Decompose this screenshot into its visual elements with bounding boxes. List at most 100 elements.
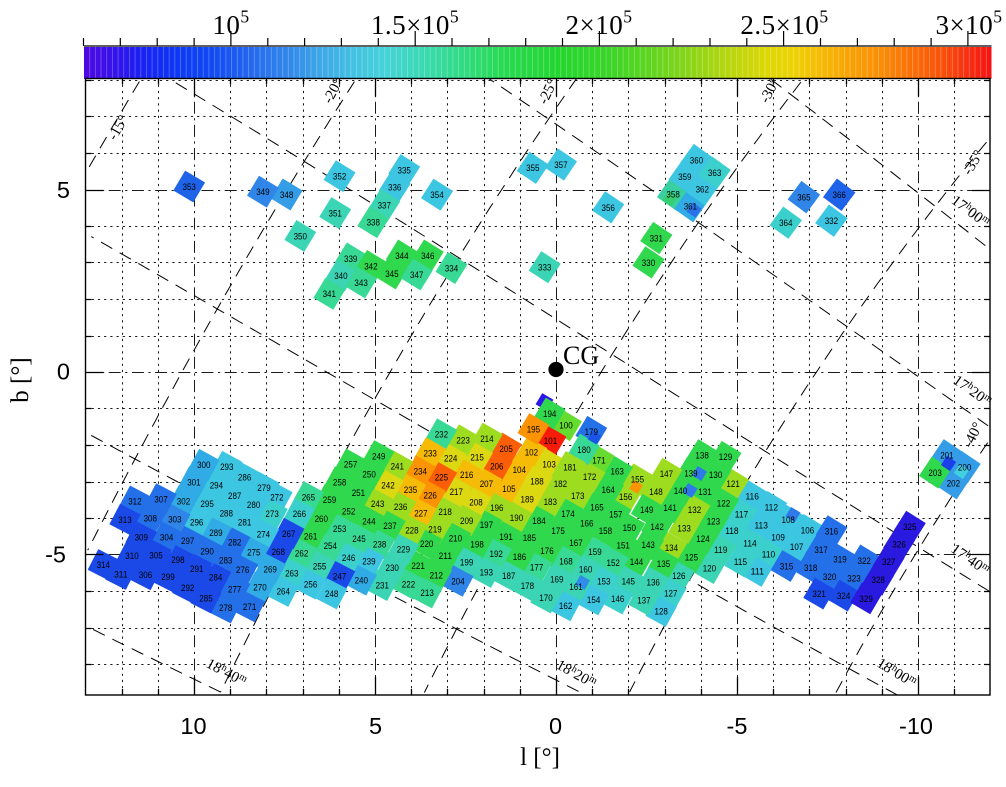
svg-text:290: 290 [200, 546, 213, 557]
svg-text:127: 127 [664, 588, 677, 599]
svg-text:299: 299 [161, 572, 174, 583]
svg-text:249: 249 [372, 451, 385, 462]
svg-text:345: 345 [385, 269, 398, 280]
svg-text:251: 251 [352, 488, 365, 499]
svg-text:281: 281 [238, 518, 251, 529]
svg-text:163: 163 [611, 467, 624, 478]
svg-text:119: 119 [714, 545, 727, 556]
svg-text:128: 128 [655, 607, 668, 618]
svg-text:209: 209 [460, 516, 473, 527]
svg-text:336: 336 [388, 182, 401, 193]
svg-text:124: 124 [696, 534, 710, 545]
svg-text:361: 361 [684, 202, 697, 213]
svg-text:154: 154 [587, 595, 601, 606]
svg-text:267: 267 [282, 529, 295, 540]
svg-text:-5: -5 [727, 713, 748, 739]
svg-text:143: 143 [642, 540, 655, 551]
svg-text:313: 313 [118, 515, 131, 526]
svg-text:219: 219 [428, 524, 441, 535]
svg-text:203: 203 [928, 468, 941, 479]
svg-text:304: 304 [160, 533, 174, 544]
svg-text:187: 187 [502, 571, 515, 582]
svg-text:352: 352 [333, 172, 346, 183]
svg-text:239: 239 [362, 557, 375, 568]
svg-text:0: 0 [57, 359, 70, 385]
svg-text:347: 347 [410, 270, 423, 281]
svg-text:254: 254 [324, 541, 338, 552]
svg-text:228: 228 [405, 526, 418, 537]
svg-text:185: 185 [523, 533, 536, 544]
svg-text:151: 151 [617, 541, 630, 552]
svg-text:186: 186 [513, 552, 526, 563]
svg-text:137: 137 [637, 595, 650, 606]
svg-text:177: 177 [530, 563, 543, 574]
svg-text:194: 194 [543, 409, 557, 420]
svg-text:339: 339 [344, 254, 357, 265]
svg-text:161: 161 [569, 582, 582, 593]
svg-text:159: 159 [588, 547, 601, 558]
svg-text:180: 180 [577, 445, 590, 456]
svg-text:250: 250 [362, 470, 375, 481]
svg-text:233: 233 [424, 449, 437, 460]
svg-text:330: 330 [642, 258, 655, 269]
svg-text:315: 315 [780, 561, 793, 572]
svg-text:358: 358 [666, 190, 679, 201]
svg-text:118: 118 [725, 526, 738, 537]
svg-text:174: 174 [561, 509, 575, 520]
svg-text:237: 237 [383, 521, 396, 532]
svg-text:359: 359 [678, 172, 691, 183]
svg-text:176: 176 [540, 546, 553, 557]
svg-text:140: 140 [674, 486, 687, 497]
svg-text:243: 243 [371, 499, 384, 510]
svg-text:293: 293 [220, 462, 233, 473]
svg-text:153: 153 [597, 577, 610, 588]
svg-text:252: 252 [342, 506, 355, 517]
svg-text:242: 242 [381, 481, 394, 492]
svg-text:109: 109 [771, 532, 784, 543]
svg-text:102: 102 [525, 448, 538, 459]
svg-text:366: 366 [833, 190, 846, 201]
svg-text:145: 145 [622, 577, 635, 588]
svg-text:263: 263 [285, 568, 298, 579]
svg-text:136: 136 [647, 578, 660, 589]
svg-text:342: 342 [364, 261, 377, 272]
svg-text:183: 183 [544, 497, 557, 508]
svg-text:222: 222 [402, 579, 415, 590]
svg-text:189: 189 [521, 494, 534, 505]
svg-text:300: 300 [197, 460, 210, 471]
svg-text:123: 123 [707, 516, 720, 527]
svg-text:265: 265 [302, 492, 315, 503]
svg-text:207: 207 [480, 479, 493, 490]
svg-text:184: 184 [532, 516, 546, 527]
svg-text:134: 134 [665, 543, 679, 554]
svg-text:312: 312 [128, 497, 141, 508]
svg-text:357: 357 [554, 160, 567, 171]
svg-text:260: 260 [315, 514, 328, 525]
svg-text:125: 125 [685, 553, 698, 564]
svg-text:196: 196 [490, 503, 503, 514]
svg-text:148: 148 [649, 487, 662, 498]
svg-text:229: 229 [397, 545, 410, 556]
svg-text:195: 195 [527, 424, 540, 435]
svg-text:144: 144 [630, 557, 644, 568]
svg-text:262: 262 [295, 549, 308, 560]
svg-text:218: 218 [438, 507, 451, 518]
svg-text:283: 283 [219, 556, 232, 567]
svg-text:303: 303 [168, 515, 181, 526]
svg-text:268: 268 [272, 547, 285, 558]
svg-text:280: 280 [247, 500, 260, 511]
svg-text:245: 245 [352, 534, 365, 545]
svg-text:256: 256 [304, 579, 317, 590]
svg-text:232: 232 [435, 430, 448, 441]
svg-text:226: 226 [424, 491, 437, 502]
svg-text:146: 146 [611, 594, 624, 605]
svg-text:157: 157 [609, 509, 622, 520]
svg-text:105: 105 [502, 484, 515, 495]
svg-text:307: 307 [154, 494, 167, 505]
svg-text:131: 131 [698, 487, 711, 498]
svg-text:210: 210 [449, 533, 462, 544]
svg-text:-5: -5 [45, 542, 66, 568]
svg-text:120: 120 [703, 564, 716, 575]
svg-text:272: 272 [270, 492, 283, 503]
svg-text:308: 308 [144, 513, 157, 524]
